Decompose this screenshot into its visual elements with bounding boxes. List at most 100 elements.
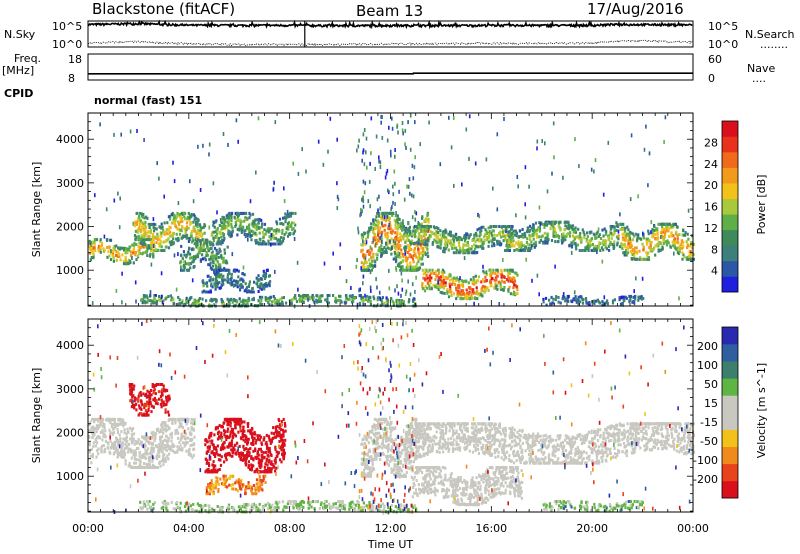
heatmap-cell (393, 237, 396, 241)
heatmap-cell (334, 296, 337, 300)
heatmap-cell (516, 242, 519, 246)
heatmap-cell (507, 275, 510, 278)
heatmap-cell (460, 289, 463, 293)
heatmap-cell (516, 288, 519, 292)
heatmap-cell (427, 279, 430, 283)
heatmap-cell (113, 417, 116, 421)
heatmap-cell (400, 234, 403, 238)
heatmap-noise-cell (326, 296, 329, 301)
heatmap-cell (96, 417, 99, 421)
heatmap-cell (680, 240, 683, 243)
heatmap-cell (621, 227, 624, 231)
heatmap-cell (610, 231, 613, 235)
heatmap-cell (423, 219, 426, 223)
heatmap-noise-cell (450, 145, 453, 150)
heatmap-cell (120, 449, 123, 453)
heatmap-cell (280, 448, 283, 452)
heatmap-cell (202, 226, 205, 229)
heatmap-cell (259, 302, 262, 306)
heatmap-cell (533, 245, 536, 249)
heatmap-cell (537, 226, 540, 230)
heatmap-noise-cell (596, 250, 598, 254)
heatmap-cell (601, 228, 604, 232)
heatmap-cell (222, 234, 225, 238)
heatmap-cell (90, 243, 93, 247)
heatmap-cell (122, 246, 125, 250)
heatmap-cell (606, 299, 609, 303)
heatmap-cell (222, 278, 225, 282)
heatmap-cell (510, 237, 513, 241)
heatmap-cell (133, 384, 136, 388)
heatmap-cell (607, 234, 610, 238)
heatmap-cell (195, 245, 198, 249)
heatmap-cell (158, 450, 161, 454)
heatmap-cell (258, 278, 261, 282)
heatmap-noise-cell (500, 281, 502, 286)
heatmap-cell (642, 234, 645, 238)
heatmap-cell (509, 233, 512, 237)
heatmap-cell (139, 466, 142, 469)
heatmap-cell (423, 242, 426, 246)
heatmap-cell (572, 239, 575, 243)
heatmap-cell (137, 438, 140, 441)
heatmap-cell (147, 244, 150, 248)
heatmap-cell (400, 251, 403, 255)
heatmap-cell (272, 426, 275, 430)
heatmap-cell (252, 432, 255, 436)
heatmap-cell (97, 419, 100, 423)
heatmap-cell (96, 441, 99, 445)
heatmap-cell (221, 257, 224, 260)
heatmap-cell (507, 289, 510, 293)
heatmap-cell (368, 258, 371, 262)
heatmap-cell (526, 237, 529, 241)
heatmap-cell (129, 392, 132, 396)
heatmap-cell (644, 257, 647, 261)
heatmap-cell (380, 253, 383, 257)
heatmap-cell (607, 236, 610, 239)
heatmap-cell (462, 297, 465, 301)
heatmap-cell (147, 230, 150, 234)
heatmap-cell (216, 274, 219, 278)
heatmap-cell (368, 268, 371, 272)
heatmap-cell (267, 301, 270, 305)
heatmap-noise-cell (387, 188, 389, 193)
heatmap-cell (92, 441, 95, 445)
heatmap-cell (167, 246, 171, 250)
heatmap-noise-cell (392, 200, 394, 205)
heatmap-cell (379, 239, 382, 243)
heatmap-cell (275, 231, 278, 235)
heatmap-cell (210, 233, 213, 237)
heatmap-cell (97, 434, 100, 438)
heatmap-cell (286, 215, 289, 218)
heatmap-cell (682, 229, 685, 233)
heatmap-cell (394, 214, 397, 218)
heatmap-cell (108, 428, 111, 432)
heatmap-cell (616, 243, 619, 247)
heatmap-cell (158, 430, 161, 434)
heatmap-cell (160, 245, 163, 249)
heatmap-cell (411, 254, 414, 258)
heatmap-cell (170, 221, 174, 225)
heatmap-cell (429, 225, 432, 228)
heatmap-cell (109, 421, 112, 425)
heatmap-cell (515, 271, 518, 275)
heatmap-noise-cell (397, 291, 400, 296)
heatmap-cell (143, 435, 146, 439)
heatmap-cell (316, 299, 319, 303)
heatmap-cell (89, 420, 92, 424)
heatmap-cell (443, 270, 446, 274)
heatmap-cell (480, 280, 483, 284)
heatmap-cell (395, 220, 398, 224)
heatmap-cell (166, 428, 169, 432)
heatmap-cell (176, 436, 180, 440)
heatmap-cell (199, 258, 202, 262)
heatmap-cell (286, 234, 290, 238)
heatmap-cell (472, 288, 475, 292)
heatmap-cell (678, 248, 681, 252)
heatmap-noise-cell (118, 225, 121, 230)
heatmap-noise-cell (393, 169, 396, 174)
heatmap-cell (376, 298, 379, 302)
heatmap-cell (121, 418, 125, 422)
heatmap-cell (154, 223, 157, 227)
heatmap-cell (215, 298, 218, 302)
